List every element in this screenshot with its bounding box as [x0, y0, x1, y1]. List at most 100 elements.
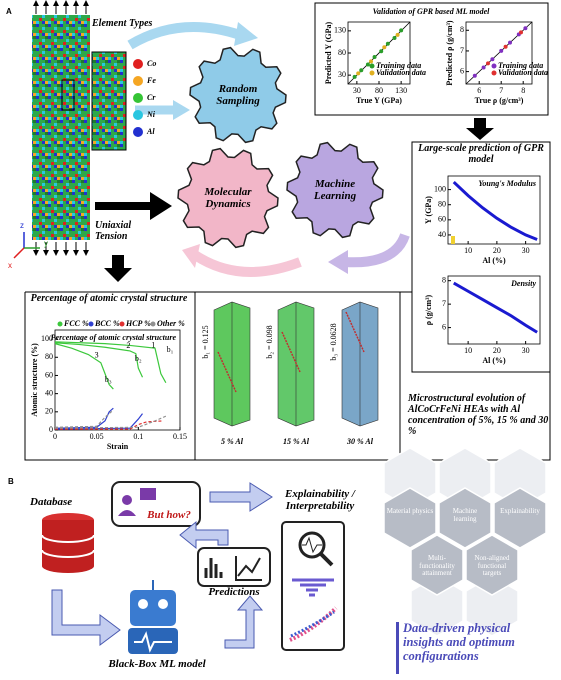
y-tick-label: 7 — [442, 299, 446, 308]
plot-frame — [447, 275, 541, 345]
b-value: b₃ = 0.0628 — [329, 323, 338, 360]
legend-swatch — [88, 321, 94, 327]
validation-frame — [314, 2, 549, 116]
legend-label: FCC % — [63, 319, 89, 328]
gear — [189, 46, 287, 144]
flow-arrow — [209, 482, 273, 512]
y-tick-label: 100 — [434, 184, 446, 193]
hexagon — [410, 534, 464, 596]
hexagon-decor — [410, 575, 464, 637]
y-tick-label: 0 — [49, 425, 53, 434]
robot-eye — [158, 599, 168, 609]
zoom-inset — [91, 51, 127, 151]
scatter-point — [359, 68, 364, 73]
x-tick-label: 7 — [499, 86, 503, 95]
annotation: b₂ — [135, 354, 142, 363]
y-tick-label: 40 — [438, 230, 446, 239]
section-title: Large-scale prediction of GPR model — [418, 143, 544, 165]
panel-label: B — [8, 477, 14, 486]
coord-axis — [13, 247, 25, 259]
legend-label: BCC % — [94, 319, 120, 328]
legend-label: HCP % — [125, 319, 151, 328]
legend-label: Fe — [146, 76, 156, 85]
legend-swatch — [57, 321, 63, 327]
section-title: Validation of GPR based ML model — [373, 7, 491, 16]
legend-label: Co — [147, 59, 156, 68]
legend-swatch — [119, 321, 125, 327]
legend-swatch — [133, 59, 143, 69]
legend-swatch — [491, 63, 497, 69]
explain-label: Explainability / Interpretability — [285, 488, 355, 513]
b-value: b₂ = 0.098 — [265, 325, 274, 358]
magnifier — [302, 536, 322, 554]
x-tick-label: 30 — [522, 246, 530, 255]
gear — [177, 147, 279, 249]
scatter-point — [395, 32, 400, 37]
robot-body — [128, 628, 178, 654]
y-tick-label: 130 — [334, 26, 346, 35]
legend-swatch — [150, 321, 156, 327]
scatter-point — [379, 49, 384, 54]
flow-arc — [344, 233, 410, 268]
x-tick-label: 0 — [53, 432, 57, 441]
hexagon — [383, 487, 437, 549]
scatter-point — [385, 41, 390, 46]
y-axis-label: Atomic structure (%) — [30, 343, 39, 417]
x-axis-label: True Y (GPa) — [356, 96, 402, 105]
annotation: 3 — [95, 350, 99, 359]
legend-label: Training data — [376, 61, 421, 70]
hexagon-label: Material physics — [386, 507, 434, 515]
y-tick-label: 6 — [460, 66, 464, 75]
database-icon — [41, 534, 95, 558]
coord-label: x — [8, 261, 12, 270]
scatter-point — [486, 61, 490, 66]
y-tick-label: 7 — [460, 46, 464, 55]
x-tick-label: 10 — [464, 346, 472, 355]
data-line — [54, 409, 114, 428]
hexagon-label: Explainability — [500, 507, 540, 515]
data-line — [54, 342, 144, 378]
down-arrow — [466, 118, 494, 140]
annotation: 2 — [126, 341, 130, 350]
x-axis-label: True ρ (g/cm³) — [475, 96, 524, 105]
coord-label: z — [20, 221, 24, 230]
zoom-region — [61, 79, 75, 111]
bottom-frame — [24, 291, 551, 461]
scatter-point — [508, 40, 512, 45]
scatter-point — [369, 59, 374, 64]
y-tick-label: 20 — [45, 407, 53, 416]
bulb-icon — [140, 488, 156, 500]
slip-band — [345, 311, 365, 353]
data-line — [54, 407, 114, 429]
y-tick-label: 30 — [338, 70, 346, 79]
highlight — [451, 236, 455, 244]
flow-arrow — [179, 520, 229, 550]
x-tick-label: 10 — [464, 246, 472, 255]
slip-band — [217, 351, 237, 393]
person-icon — [118, 510, 136, 516]
panel-caption: 15 % Al — [283, 437, 310, 446]
data-line — [54, 413, 143, 430]
y-tick-label: 6 — [442, 322, 446, 331]
y-tick-label: 8 — [460, 25, 464, 34]
scatter-point — [499, 48, 504, 53]
simulation-box — [32, 15, 90, 240]
data-line — [55, 420, 164, 430]
scatter-point — [481, 65, 486, 70]
big-arrow — [95, 192, 172, 220]
hexagon — [438, 487, 492, 549]
y-axis-label: Predicted Y (GPa) — [324, 21, 333, 84]
x-tick-label: 80 — [375, 86, 383, 95]
x-tick-label: 20 — [493, 246, 501, 255]
x-axis-label: Al (%) — [482, 356, 506, 365]
plot-title: Young's Modulus — [478, 179, 536, 188]
flow-arc-head — [182, 244, 200, 268]
panel-label: A — [6, 7, 12, 16]
tension-label: Uniaxial Tension — [95, 220, 132, 242]
flow-arc — [192, 250, 302, 277]
x-axis-label: Strain — [107, 442, 129, 451]
annotation: b₃ — [105, 375, 112, 384]
scatter-point — [490, 57, 495, 62]
plot-title: Percentage of atomic crystal structure — [51, 333, 177, 342]
